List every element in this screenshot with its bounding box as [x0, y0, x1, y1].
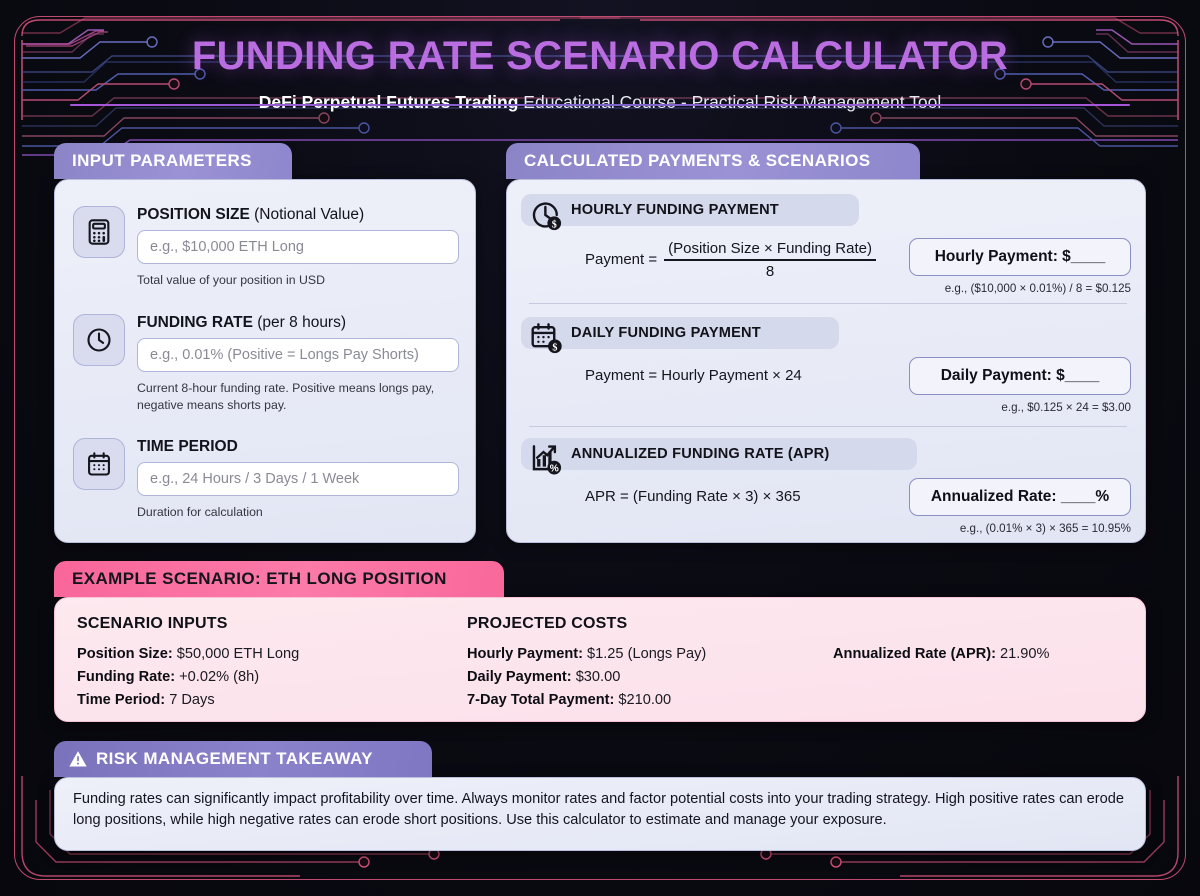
chart-percent-icon: %	[527, 440, 565, 478]
position-size-help: Total value of your position in USD	[137, 273, 325, 287]
risk-takeaway-label: RISK MANAGEMENT TAKEAWAY	[96, 749, 373, 768]
scenario-input-row: Funding Rate: +0.02% (8h)	[77, 669, 260, 685]
input-panel-tab: INPUT PARAMETERS	[54, 143, 292, 179]
hourly-payment-example: e.g., ($10,000 × 0.01%) / 8 = $0.125	[944, 282, 1131, 295]
input-panel-body: POSITION SIZE (Notional Value) e.g., $10…	[54, 179, 476, 543]
svg-text:%: %	[550, 464, 559, 475]
scenario-input-row: Time Period: 7 Days	[77, 692, 215, 708]
hourly-formula-denominator: 8	[765, 262, 775, 280]
projected-cost-row: Daily Payment: $30.00	[467, 669, 621, 685]
calculator-icon	[73, 206, 125, 258]
example-scenario-body: SCENARIO INPUTS Position Size: $50,000 E…	[54, 597, 1146, 722]
svg-text:$: $	[552, 343, 557, 354]
hourly-formula: Payment = (Position Size × Funding Rate)…	[585, 240, 876, 280]
hourly-formula-lead: Payment =	[585, 251, 658, 269]
example-scenario-tab: EXAMPLE SCENARIO: ETH LONG POSITION	[54, 561, 504, 597]
time-period-help: Duration for calculation	[137, 505, 263, 519]
position-size-input[interactable]: e.g., $10,000 ETH Long	[137, 230, 459, 264]
projected-costs-heading: PROJECTED COSTS	[467, 615, 628, 632]
annualized-rate-row: Annualized Rate (APR): 21.90%	[833, 646, 1050, 662]
hourly-formula-numerator: (Position Size × Funding Rate)	[668, 240, 872, 257]
funding-rate-input[interactable]: e.g., 0.01% (Positive = Longs Pay Shorts…	[137, 338, 459, 372]
svg-text:$: $	[552, 220, 557, 231]
calc-panel-tab: CALCULATED PAYMENTS & SCENARIOS	[506, 143, 920, 179]
risk-takeaway-body: Funding rates can significantly impact p…	[54, 777, 1146, 851]
funding-rate-label: FUNDING RATE (per 8 hours)	[137, 314, 347, 331]
funding-rate-help: Current 8-hour funding rate. Positive me…	[137, 381, 435, 412]
annualized-rate-result[interactable]: Annualized Rate: ____%	[909, 478, 1131, 516]
daily-payment-example: e.g., $0.125 × 24 = $3.00	[1001, 401, 1131, 414]
risk-takeaway-tab: RISK MANAGEMENT TAKEAWAY	[54, 741, 432, 777]
subtitle-emphasis: DeFi Perpetual Futures Trading	[258, 92, 519, 112]
time-period-input[interactable]: e.g., 24 Hours / 3 Days / 1 Week	[137, 462, 459, 496]
outer-frame	[14, 16, 1186, 880]
daily-funding-title: DAILY FUNDING PAYMENT	[521, 317, 839, 349]
page-title: FUNDING RATE SCENARIO CALCULATOR	[191, 34, 1009, 78]
clock-dollar-icon: $	[527, 196, 565, 234]
risk-takeaway-text: Funding rates can significantly impact p…	[73, 791, 1124, 828]
page-header: FUNDING RATE SCENARIO CALCULATOR DeFi Pe…	[30, 18, 1170, 118]
annualized-rate-title: ANNUALIZED FUNDING RATE (APR)	[521, 438, 917, 470]
hourly-funding-title: HOURLY FUNDING PAYMENT	[521, 194, 859, 226]
hourly-payment-result[interactable]: Hourly Payment: $____	[909, 238, 1131, 276]
projected-cost-row: 7-Day Total Payment: $210.00	[467, 692, 672, 708]
daily-formula-lead: Payment = Hourly Payment × 24	[585, 367, 802, 384]
calendar-dollar-icon: $	[527, 319, 565, 357]
position-size-label: POSITION SIZE (Notional Value)	[137, 206, 365, 223]
subtitle-rest: Educational Course - Practical Risk Mana…	[518, 92, 942, 112]
calc-panel-body: HOURLY FUNDING PAYMENT $ Payment = (Posi…	[506, 179, 1146, 543]
daily-formula: Payment = Hourly Payment × 24	[585, 367, 802, 384]
calendar-icon	[73, 438, 125, 490]
scenario-inputs-heading: SCENARIO INPUTS	[77, 615, 228, 632]
scenario-input-row: Position Size: $50,000 ETH Long	[77, 646, 300, 662]
projected-cost-row: Hourly Payment: $1.25 (Longs Pay)	[467, 646, 707, 662]
page-subtitle: DeFi Perpetual Futures Trading Education…	[30, 92, 1170, 113]
daily-payment-result[interactable]: Daily Payment: $____	[909, 357, 1131, 395]
warning-triangle-icon	[68, 749, 88, 769]
header-divider	[70, 104, 1130, 106]
hourly-formula-fraction: (Position Size × Funding Rate) 8	[664, 240, 876, 280]
apr-formula: APR = (Funding Rate × 3) × 365	[585, 488, 801, 505]
apr-formula-lead: APR = (Funding Rate × 3) × 365	[585, 488, 801, 505]
clock-icon	[73, 314, 125, 366]
time-period-label: TIME PERIOD	[137, 438, 238, 455]
annualized-rate-example: e.g., (0.01% × 3) × 365 = 10.95%	[959, 522, 1131, 535]
